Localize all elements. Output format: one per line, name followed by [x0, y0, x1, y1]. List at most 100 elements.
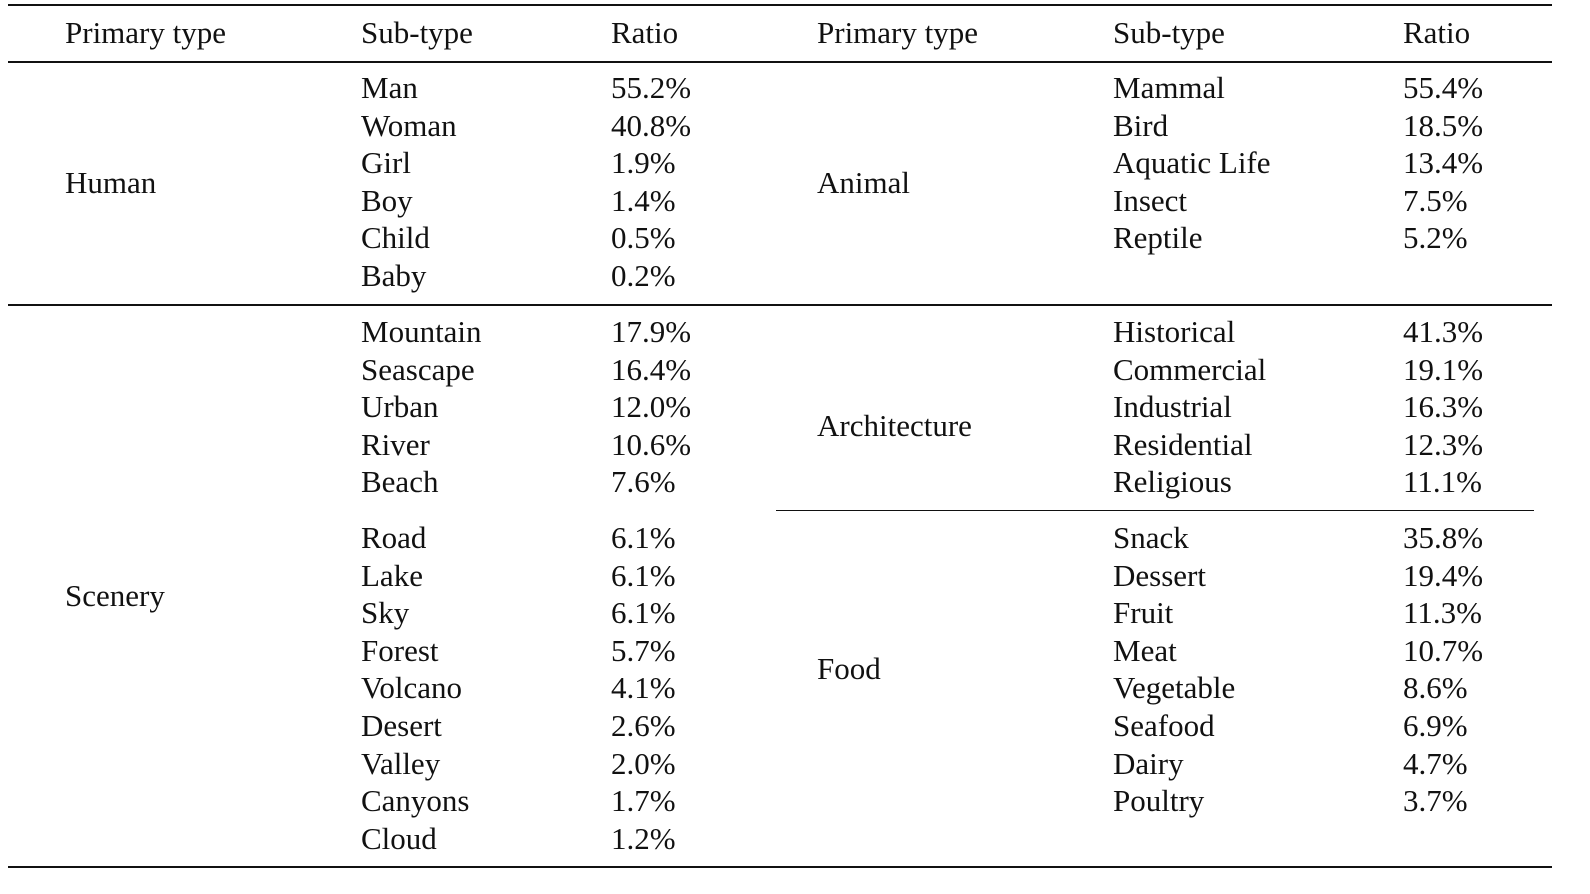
ratio-cell: 2.6% [611, 707, 676, 743]
sub-type-cell: Seascape [361, 351, 475, 387]
ratio-cell: 41.3% [1403, 314, 1484, 349]
sub-type-cell: Forest [361, 632, 439, 668]
sub-type-cell: Residential [1113, 426, 1253, 462]
header-sub-type-right: Sub-type [1113, 15, 1225, 50]
bottom-rule [8, 866, 1552, 868]
sub-type-cell: Woman [361, 107, 457, 143]
sub-type-cell: Seafood [1113, 707, 1215, 743]
ratio-cell: 12.0% [611, 389, 692, 425]
sub-type-cell: Dairy [1113, 745, 1184, 781]
ratio-cell: 0.2% [611, 257, 676, 293]
sub-type-cell: Urban [361, 389, 439, 425]
ratio-cell: 35.8% [1403, 520, 1484, 555]
food-subtypes: Snack 35.8% Dessert 19.4% Fruit 11.3% Meat 10.7… [0, 519, 1590, 820]
table-row: Lake 6.1% [0, 557, 780, 595]
animal-subtypes: Mammal 55.4% Bird 18.5% Aquatic Life 13.4% Ins… [0, 69, 1590, 257]
sub-type-cell: Canyons [361, 783, 470, 819]
ratio-cell: 6.1% [611, 520, 676, 555]
table-row: Sky 6.1% [0, 594, 780, 632]
primary-type-human: Human [65, 165, 157, 200]
sub-type-cell: Lake [361, 557, 423, 593]
ratio-cell: 1.4% [611, 182, 676, 218]
sub-type-cell: Volcano [361, 670, 463, 706]
ratio-cell: 1.7% [611, 783, 676, 819]
table-row: Fruit 11.3% [0, 594, 1590, 632]
ratio-cell: 17.9% [611, 314, 692, 349]
table-row: Poultry 3.7% [0, 782, 1590, 820]
sub-type-cell: Baby [361, 257, 427, 293]
ratio-cell: 55.4% [1403, 70, 1484, 105]
sub-type-cell: Mountain [361, 314, 482, 349]
table-row: Vegetable 8.6% [0, 669, 1590, 707]
sub-type-cell: Snack [1113, 520, 1189, 555]
header-primary-type-left: Primary type [65, 15, 226, 50]
ratio-cell: 0.5% [611, 220, 676, 256]
ratio-cell: 8.6% [1403, 670, 1468, 706]
ratio-cell: 19.1% [1403, 351, 1484, 387]
sub-type-cell: Sky [361, 595, 410, 631]
header-ratio-left: Ratio [611, 15, 679, 50]
table-row: Historical 41.3% [0, 313, 1590, 351]
ratio-cell: 2.0% [611, 745, 676, 781]
sub-type-cell: Beach [361, 464, 439, 500]
table-row: Meat 10.7% [0, 632, 1590, 670]
architecture-subtypes: Historical 41.3% Commercial 19.1% Industrial… [0, 313, 1590, 501]
sub-type-cell: Insect [1113, 182, 1188, 218]
sub-type-cell: Commercial [1113, 351, 1267, 387]
sub-type-cell: Desert [361, 707, 442, 743]
table-row: Residential 12.3% [0, 426, 1590, 464]
sub-type-cell: Vegetable [1113, 670, 1236, 706]
sub-type-cell: Man [361, 70, 418, 105]
ratio-cell: 19.4% [1403, 557, 1484, 593]
table-row: Reptile 5.2% [0, 219, 1590, 257]
table-row: Aquatic Life 13.4% [0, 144, 1590, 182]
table-row: Forest 5.7% [0, 632, 780, 670]
primary-type-animal: Animal [817, 165, 910, 200]
table-row: Road 6.1% [0, 519, 780, 557]
table-row: Bird 18.5% [0, 107, 1590, 145]
ratio-cell: 55.2% [611, 70, 692, 105]
sub-type-cell: River [361, 426, 430, 462]
sub-type-cell: Valley [361, 745, 441, 781]
table-row: Girl 1.9% [0, 144, 780, 182]
ratio-cell: 13.4% [1403, 145, 1484, 181]
ratio-cell: 10.7% [1403, 632, 1484, 668]
scenery-subtypes-b: Road 6.1% Lake 6.1% Sky 6.1% Forest 5.7% Volcano… [0, 519, 780, 857]
ratio-cell: 3.7% [1403, 783, 1468, 819]
architecture-food-rule [776, 510, 1534, 511]
sub-type-cell: Poultry [1113, 783, 1205, 819]
table-row: Snack 35.8% [0, 519, 1590, 557]
table-row: Desert 2.6% [0, 707, 780, 745]
ratio-cell: 11.3% [1403, 595, 1482, 631]
table-row: Mountain 17.9% [0, 313, 780, 351]
sub-type-cell: Meat [1113, 632, 1177, 668]
sub-type-cell: Mammal [1113, 70, 1225, 105]
table-row: Valley 2.0% [0, 745, 780, 783]
sub-type-cell: Industrial [1113, 389, 1232, 425]
sub-type-cell: Religious [1113, 464, 1232, 500]
header-sub-type-left: Sub-type [361, 15, 473, 50]
sub-type-cell: Dessert [1113, 557, 1206, 593]
ratio-cell: 1.2% [611, 820, 676, 856]
table-row: Man 55.2% [0, 69, 780, 107]
table-row: Beach 7.6% [0, 463, 780, 501]
table-row: Dairy 4.7% [0, 745, 1590, 783]
sub-type-cell: Cloud [361, 820, 437, 856]
header-rule [8, 61, 1552, 63]
ratio-cell: 6.1% [611, 557, 676, 593]
sub-type-cell: Bird [1113, 107, 1169, 143]
table-row: Insect 7.5% [0, 182, 1590, 220]
sub-type-cell: Child [361, 220, 430, 256]
table-row: Cloud 1.2% [0, 820, 780, 858]
ratio-cell: 6.9% [1403, 707, 1468, 743]
table-row: River 10.6% [0, 426, 780, 464]
table-row: Dessert 19.4% [0, 557, 1590, 595]
ratio-cell: 4.7% [1403, 745, 1468, 781]
sub-type-cell: Boy [361, 182, 413, 218]
ratio-cell: 16.3% [1403, 389, 1484, 425]
ratio-cell: 18.5% [1403, 107, 1484, 143]
scenery-subtypes-a: Mountain 17.9% Seascape 16.4% Urban 12.0% Rive… [0, 313, 780, 501]
header-primary-type-right: Primary type [817, 15, 978, 50]
table-row: Mammal 55.4% [0, 69, 1590, 107]
